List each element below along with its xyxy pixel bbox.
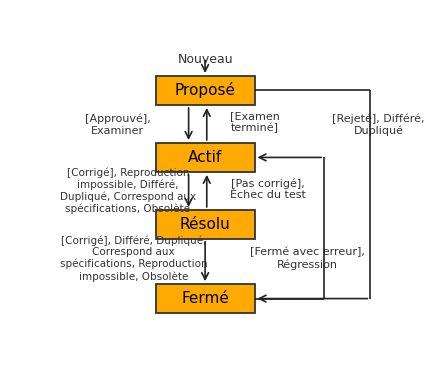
Text: [Fermé avec erreur],
Régression: [Fermé avec erreur], Régression [250,247,365,270]
FancyBboxPatch shape [155,284,255,313]
Text: Nouveau: Nouveau [177,53,233,66]
Text: Actif: Actif [188,150,222,165]
Text: Résolu: Résolu [180,217,230,232]
Text: [Corrigé], Reproduction
impossible, Différé,
Dupliqué, Correspond aux
spécificat: [Corrigé], Reproduction impossible, Diff… [60,167,196,214]
Text: [Pas corrigé],
Échec du test: [Pas corrigé], Échec du test [230,178,306,200]
FancyBboxPatch shape [155,143,255,172]
FancyBboxPatch shape [155,76,255,105]
Text: [Rejeté], Différé,
Dupliqué: [Rejeté], Différé, Dupliqué [332,113,425,136]
Text: [Approuvé],
Examiner: [Approuvé], Examiner [85,113,150,136]
Text: [Corrigé], Différé, Dupliqué,
Correspond aux
spécifications, Reproduction
imposs: [Corrigé], Différé, Dupliqué, Correspond… [60,235,207,282]
Text: Proposé: Proposé [175,82,236,99]
Text: [Examen
terminé]: [Examen terminé] [230,112,280,133]
Text: Fermé: Fermé [181,291,229,306]
FancyBboxPatch shape [155,210,255,239]
